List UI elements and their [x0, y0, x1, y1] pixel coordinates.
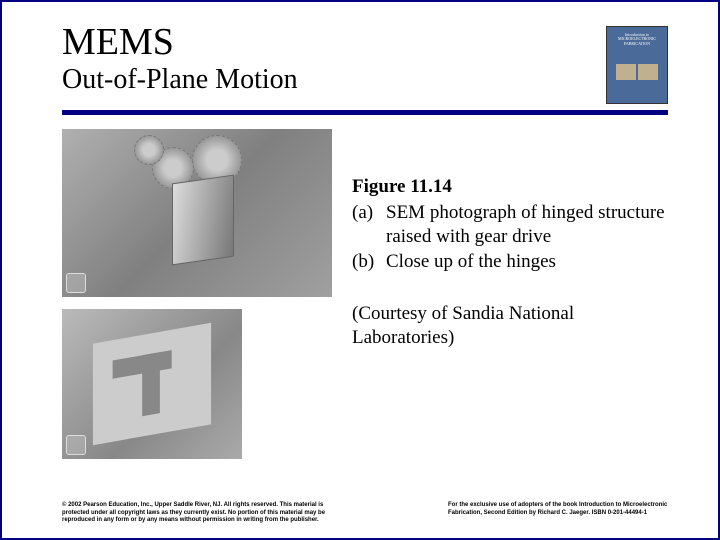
caption-letter: (a)	[352, 201, 386, 249]
caption-text: SEM photograph of hinged structure raise…	[386, 201, 668, 249]
book-cover-thumbnail: Introduction to MICROELECTRONIC FABRICAT…	[606, 26, 668, 104]
sem-photo-a	[62, 129, 332, 297]
caption-text: Close up of the hinges	[386, 250, 668, 274]
caption-item: (b) Close up of the hinges	[352, 250, 668, 274]
figure-caption-list: (a) SEM photograph of hinged structure r…	[352, 201, 668, 274]
sem-photo-b	[62, 309, 242, 459]
caption-item: (a) SEM photograph of hinged structure r…	[352, 201, 668, 249]
slide-footer: © 2002 Pearson Education, Inc., Upper Sa…	[62, 502, 668, 524]
courtesy-line: (Courtesy of Sandia National Laboratorie…	[352, 302, 668, 350]
slide-subtitle: Out-of-Plane Motion	[62, 64, 668, 96]
sandia-watermark-icon	[66, 273, 86, 293]
content-area: Figure 11.14 (a) SEM photograph of hinge…	[2, 115, 718, 459]
sandia-watermark-icon	[66, 435, 86, 455]
slide-title: MEMS	[62, 20, 668, 64]
caption-column: Figure 11.14 (a) SEM photograph of hinge…	[352, 129, 668, 459]
caption-letter: (b)	[352, 250, 386, 274]
copyright-text: © 2002 Pearson Education, Inc., Upper Sa…	[62, 502, 342, 524]
image-column	[62, 129, 332, 459]
slide-header: MEMS Out-of-Plane Motion Introduction to…	[2, 2, 718, 104]
book-cover-line3: FABRICATION	[621, 42, 653, 46]
adopters-text: For the exclusive use of adopters of the…	[448, 502, 668, 524]
figure-number: Figure 11.14	[352, 175, 668, 199]
